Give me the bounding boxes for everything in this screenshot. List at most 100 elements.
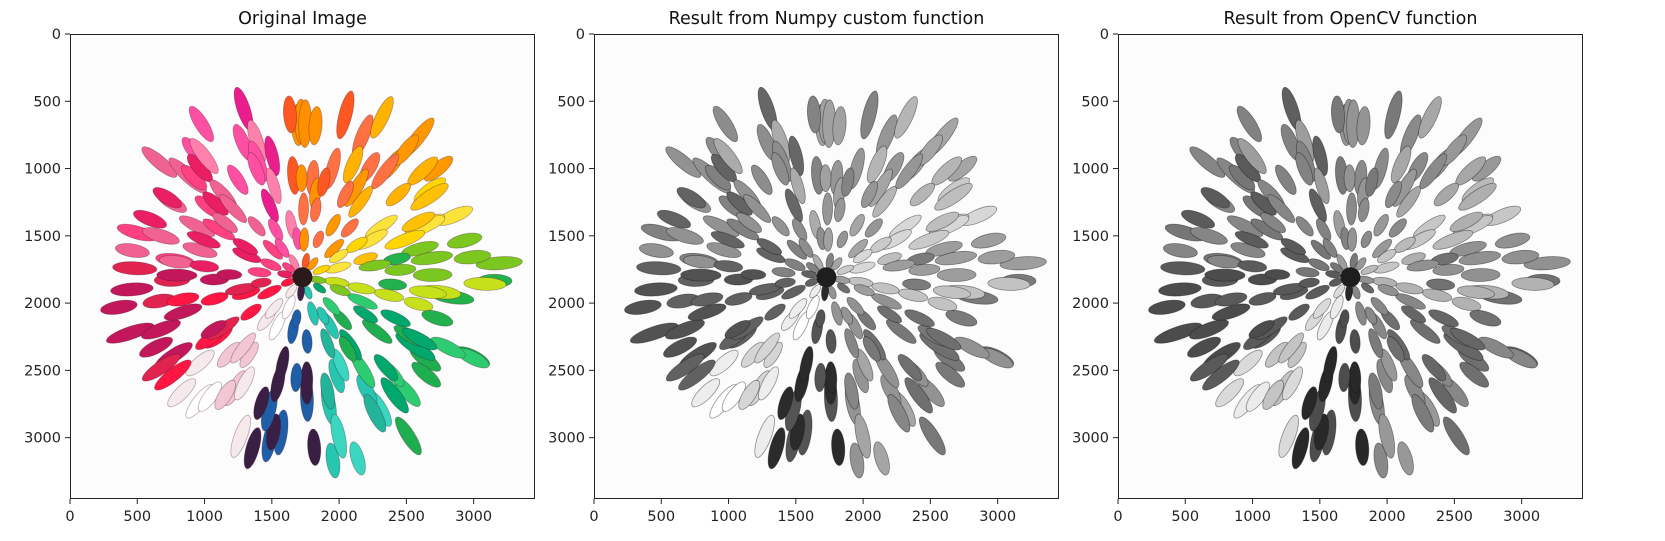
petal: [401, 327, 438, 351]
petal: [713, 260, 744, 273]
petal: [897, 354, 923, 381]
x-tick-label: 3000: [455, 509, 492, 525]
x-tick-label: 500: [1171, 509, 1199, 525]
petal: [1396, 185, 1421, 218]
petal: [1360, 230, 1373, 249]
petal: [234, 366, 255, 401]
petal: [1442, 416, 1470, 456]
petal: [475, 256, 523, 271]
petal: [740, 269, 767, 280]
petal: [767, 427, 786, 470]
petal: [791, 218, 808, 242]
petal: [1458, 182, 1497, 211]
petal: [394, 416, 422, 456]
y-tick-label: 2500: [24, 363, 61, 379]
petal: [764, 303, 786, 321]
petal: [831, 428, 846, 466]
petal: [712, 105, 739, 143]
petal: [262, 239, 283, 260]
petal: [298, 192, 309, 226]
petal: [1469, 309, 1502, 327]
x-tick-label: 2000: [1369, 509, 1406, 525]
petal: [1386, 336, 1405, 362]
petal: [329, 248, 349, 264]
petal: [1160, 261, 1206, 276]
petal: [1449, 211, 1484, 232]
petal: [709, 349, 739, 377]
petal: [1260, 212, 1286, 234]
petal: [1494, 232, 1531, 249]
petal: [936, 268, 977, 282]
petal: [247, 216, 266, 237]
petal: [1428, 377, 1457, 414]
y-tick-label: 1000: [24, 162, 61, 178]
petal: [871, 282, 900, 295]
petal: [163, 303, 203, 321]
petal: [836, 264, 855, 275]
petal: [908, 229, 950, 250]
petal: [1395, 282, 1424, 295]
petal: [840, 306, 854, 325]
petal: [750, 164, 773, 195]
petal: [702, 215, 740, 238]
petal: [849, 213, 865, 237]
petal: [825, 329, 837, 354]
petal: [882, 259, 916, 272]
petal: [1158, 282, 1202, 297]
petal: [934, 250, 978, 266]
petal: [212, 212, 238, 234]
petal: [1373, 213, 1389, 237]
petal: [1329, 295, 1344, 320]
petal: [854, 413, 872, 459]
petal: [738, 379, 761, 410]
panel-opencv-result: Result from OpenCV function 0 500 1000 1500…: [1048, 0, 1603, 541]
petal: [307, 301, 319, 326]
petal: [240, 303, 262, 321]
y-tick-label: 500: [33, 94, 61, 110]
x-tick-label: 3000: [1503, 509, 1540, 525]
petal: [634, 282, 678, 297]
petal: [1280, 238, 1307, 256]
petal: [665, 146, 702, 178]
petal: [312, 264, 331, 275]
petal: [378, 278, 408, 291]
petal: [860, 90, 879, 140]
flower-petals: [624, 86, 1047, 479]
petal: [1322, 238, 1338, 258]
petal: [1189, 146, 1226, 178]
petal: [325, 442, 341, 479]
petal: [373, 354, 399, 381]
petal: [970, 232, 1007, 249]
y-tick-label: 500: [1081, 94, 1109, 110]
petal: [264, 135, 281, 177]
petal: [932, 285, 971, 300]
petal: [230, 414, 251, 458]
petal: [320, 328, 336, 359]
petal: [347, 282, 376, 295]
petal: [1364, 306, 1378, 325]
x-tick-label: 0: [589, 509, 598, 525]
petal: [265, 167, 282, 205]
x-tick-label: 500: [647, 509, 675, 525]
petal: [243, 427, 262, 470]
petal: [1432, 263, 1465, 276]
petal: [329, 284, 351, 297]
petal: [1377, 248, 1397, 264]
petal: [260, 258, 282, 272]
petal: [226, 164, 249, 195]
petal: [110, 282, 154, 297]
petal: [282, 95, 298, 134]
petal: [822, 192, 833, 226]
petal: [1330, 95, 1346, 134]
y-tick-label: 2500: [1072, 363, 1109, 379]
y-tick-label: 3000: [548, 431, 585, 447]
petal: [690, 292, 724, 307]
petal: [866, 145, 888, 184]
petal: [1390, 145, 1412, 184]
petal: [1278, 414, 1299, 458]
petal: [636, 261, 682, 276]
petal: [1215, 378, 1245, 408]
flower-center: [816, 267, 837, 288]
petal: [836, 230, 849, 249]
petal: [1365, 167, 1379, 197]
